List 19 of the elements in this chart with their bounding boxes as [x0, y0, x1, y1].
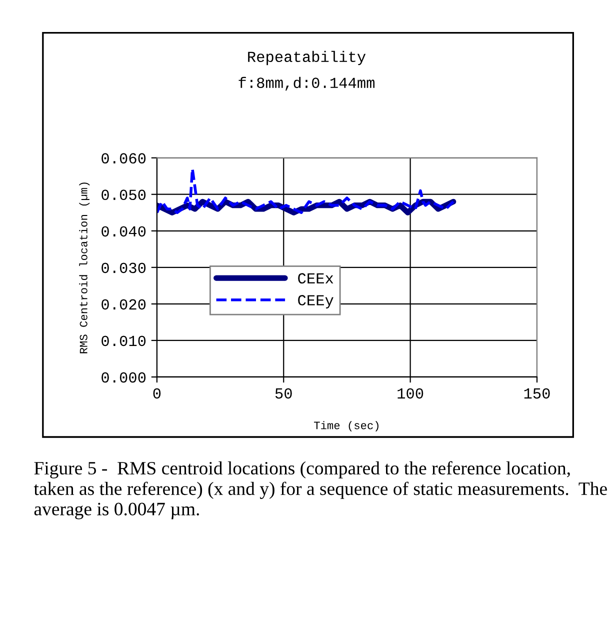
caption: Figure 5 - RMS centroid locations (compared to the reference location, taken as the reference) (x and y) for a sequence of static measurements. The average is 0.0047 µm.: [34, 461, 607, 520]
x-axis-title: Time (sec): [314, 421, 378, 432]
y-tick-label: 0.020: [102, 299, 146, 310]
x-tick-label: 100: [398, 388, 424, 399]
chart-title: Repeatability: [248, 50, 366, 66]
y-tick-label: 0.050: [102, 190, 146, 200]
y-tick-label: 0.060: [102, 153, 146, 164]
y-tick-label: 0.040: [102, 226, 146, 237]
y-tick-label: 0.010: [102, 336, 146, 346]
legend-label: CEEx: [298, 273, 334, 284]
y-tick-label: 0.000: [102, 372, 146, 383]
x-tick-label: 0: [153, 388, 161, 399]
legend-label: CEEy: [298, 295, 334, 308]
y-tick-label: 0.030: [102, 262, 146, 274]
x-tick-label: 150: [524, 388, 550, 399]
y-axis-title: RMS Centroid location (µm): [79, 182, 90, 354]
line-series: [156, 167, 455, 214]
x-tick-label: 50: [275, 388, 292, 399]
chart-subtitle: f:8mm,d:0.144mm: [238, 76, 374, 91]
